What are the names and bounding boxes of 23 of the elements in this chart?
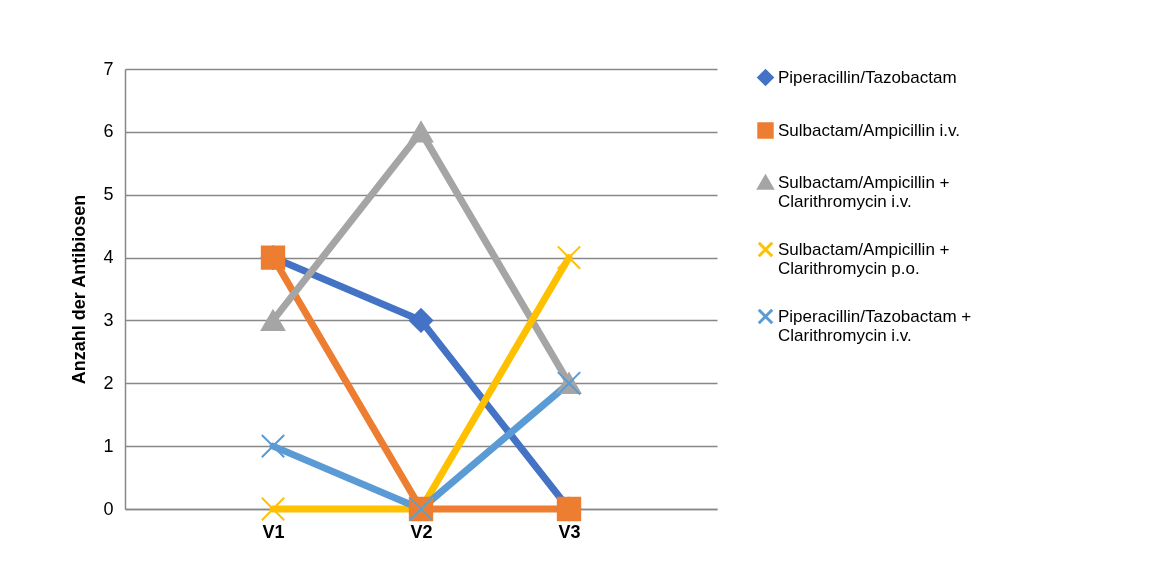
y-tick-label: 0	[103, 498, 114, 519]
y-tick-label: 7	[103, 58, 114, 79]
y-axis-title: Anzahl der Antibiosen	[69, 194, 90, 385]
x-tick-label: V1	[262, 521, 285, 542]
point	[260, 496, 286, 522]
legend-label: Piperacillin/Tazobactam + Clarithromycin i.v.	[778, 306, 972, 345]
point	[260, 309, 286, 332]
point	[408, 308, 434, 333]
y-tick-label: 2	[103, 372, 114, 393]
legend-label: Sulbactam/Ampicillin i.v.	[778, 120, 961, 140]
y-tick-label: 1	[103, 435, 114, 456]
legend-label: Piperacillin/Tazobactam	[778, 67, 957, 87]
legend-label: Sulbactam/Ampicillin + Clarithromycin i.v.	[778, 172, 950, 211]
point	[408, 121, 434, 143]
legend-label: Sulbactam/Ampicillin + Clarithromycin p.o.	[778, 239, 950, 278]
x-tick-label: V2	[410, 521, 433, 542]
y-tick-label: 3	[103, 309, 114, 330]
y-tick-label: 6	[103, 121, 114, 142]
point	[260, 433, 286, 459]
y-tick-label: 4	[103, 247, 114, 268]
y-tick-label: 5	[103, 184, 114, 205]
point	[556, 245, 582, 270]
x-tick-label: V3	[558, 521, 581, 542]
